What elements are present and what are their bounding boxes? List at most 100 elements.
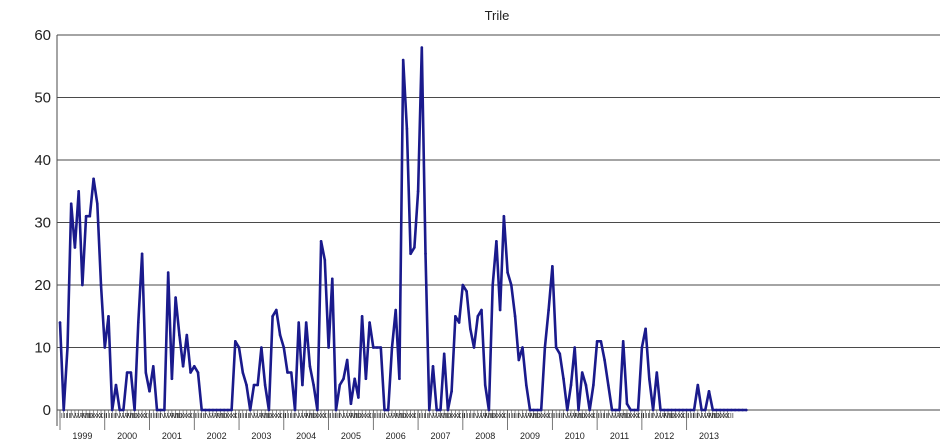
data-point xyxy=(110,408,114,412)
x-month-label: V xyxy=(164,413,169,420)
x-month-label: IX xyxy=(223,413,230,420)
data-point xyxy=(245,383,248,387)
data-point xyxy=(577,408,580,412)
x-month-label: XII xyxy=(143,413,152,420)
x-month-label: IV xyxy=(428,413,435,420)
x-month-label: X xyxy=(138,413,143,420)
x-month-label: VIII xyxy=(620,413,631,420)
x-month-label: VII xyxy=(662,413,671,420)
data-point xyxy=(88,214,92,218)
y-tick-label-50: 50 xyxy=(34,90,51,107)
x-month-label: I xyxy=(419,413,421,420)
x-month-label: VIII xyxy=(530,413,541,420)
data-point xyxy=(405,127,409,131)
x-month-label: XI xyxy=(633,413,640,420)
data-point xyxy=(703,408,707,412)
x-month-label: VIII xyxy=(351,413,362,420)
data-point xyxy=(424,252,427,256)
data-point xyxy=(349,402,353,406)
x-year-label-2013: 2013 xyxy=(699,431,719,441)
data-point xyxy=(372,346,375,349)
x-month-label: VII xyxy=(169,413,178,420)
data-point xyxy=(636,408,640,412)
data-point xyxy=(506,271,509,274)
data-point xyxy=(107,314,110,318)
y-axis: 0 10 20 30 40 50 60 xyxy=(34,27,58,426)
x-month-label: VII xyxy=(304,413,313,420)
data-point xyxy=(196,371,200,374)
data-point xyxy=(226,408,230,412)
x-month-label: X xyxy=(585,413,590,420)
chart-title: Trile xyxy=(485,8,510,23)
x-month-label: V xyxy=(74,413,79,420)
x-month-label: I xyxy=(329,413,331,420)
x-month-label: V xyxy=(209,413,214,420)
x-month-label: I xyxy=(688,413,690,420)
y-tick-label-40: 40 xyxy=(34,152,51,169)
data-point xyxy=(189,371,192,374)
data-point xyxy=(379,346,383,349)
x-month-label: VI xyxy=(122,413,129,420)
x-month-label: IX xyxy=(178,413,185,420)
data-point xyxy=(398,377,401,381)
x-year-label-2011: 2011 xyxy=(610,431,629,441)
data-point xyxy=(263,383,267,387)
x-month-label: VII xyxy=(214,413,223,420)
data-point xyxy=(625,402,629,406)
data-point xyxy=(595,339,599,343)
data-point xyxy=(539,408,543,412)
data-point xyxy=(621,339,625,343)
x-month-label: II xyxy=(243,413,247,420)
x-month-label: IX xyxy=(715,413,722,420)
x-month-label: VIII xyxy=(396,413,407,420)
data-point xyxy=(573,346,577,349)
x-month-label: XI xyxy=(141,413,148,420)
x-month-label: V xyxy=(612,413,617,420)
x-month-label: III xyxy=(648,413,654,420)
data-point xyxy=(192,364,196,368)
data-point xyxy=(457,321,461,324)
data-point xyxy=(151,364,155,368)
x-month-label: I xyxy=(553,413,555,420)
data-point xyxy=(427,408,431,412)
data-point xyxy=(745,408,748,412)
x-month-label: I xyxy=(374,413,376,420)
x-month-label: X xyxy=(406,413,411,420)
data-point xyxy=(435,408,439,412)
x-month-label: III xyxy=(290,413,296,420)
x-year-label-1999: 1999 xyxy=(72,431,92,441)
data-point xyxy=(207,408,211,412)
data-point xyxy=(96,202,99,206)
x-month-label: X xyxy=(317,413,322,420)
x-month-label: VII xyxy=(707,413,716,420)
x-month-label: II xyxy=(601,413,605,420)
data-point xyxy=(200,408,204,412)
data-point xyxy=(450,389,453,393)
x-month-label: II xyxy=(511,413,515,420)
data-point xyxy=(204,408,207,412)
x-year-label-2008: 2008 xyxy=(475,431,495,441)
data-point xyxy=(610,408,614,412)
x-month-label: XI xyxy=(678,413,685,420)
x-month-label: VIII xyxy=(307,413,318,420)
x-month-label: IV xyxy=(159,413,166,420)
x-month-label: II xyxy=(377,413,381,420)
x-month-label: VII xyxy=(393,413,402,420)
x-month-label: IV xyxy=(473,413,480,420)
x-month-label: IX xyxy=(446,413,453,420)
x-month-label: IX xyxy=(491,413,498,420)
data-point xyxy=(215,408,218,412)
x-month-label: IV xyxy=(696,413,703,420)
x-month-label: XI xyxy=(230,413,237,420)
data-point xyxy=(711,408,715,412)
data-point xyxy=(666,408,670,412)
x-year-label-2002: 2002 xyxy=(207,431,227,441)
data-point xyxy=(510,283,513,287)
x-year-label-2010: 2010 xyxy=(565,431,585,441)
x-month-label: I xyxy=(61,413,63,420)
data-point xyxy=(394,308,398,312)
data-point xyxy=(185,333,189,337)
x-month-label: IX xyxy=(626,413,633,420)
x-month-label: II xyxy=(153,413,157,420)
